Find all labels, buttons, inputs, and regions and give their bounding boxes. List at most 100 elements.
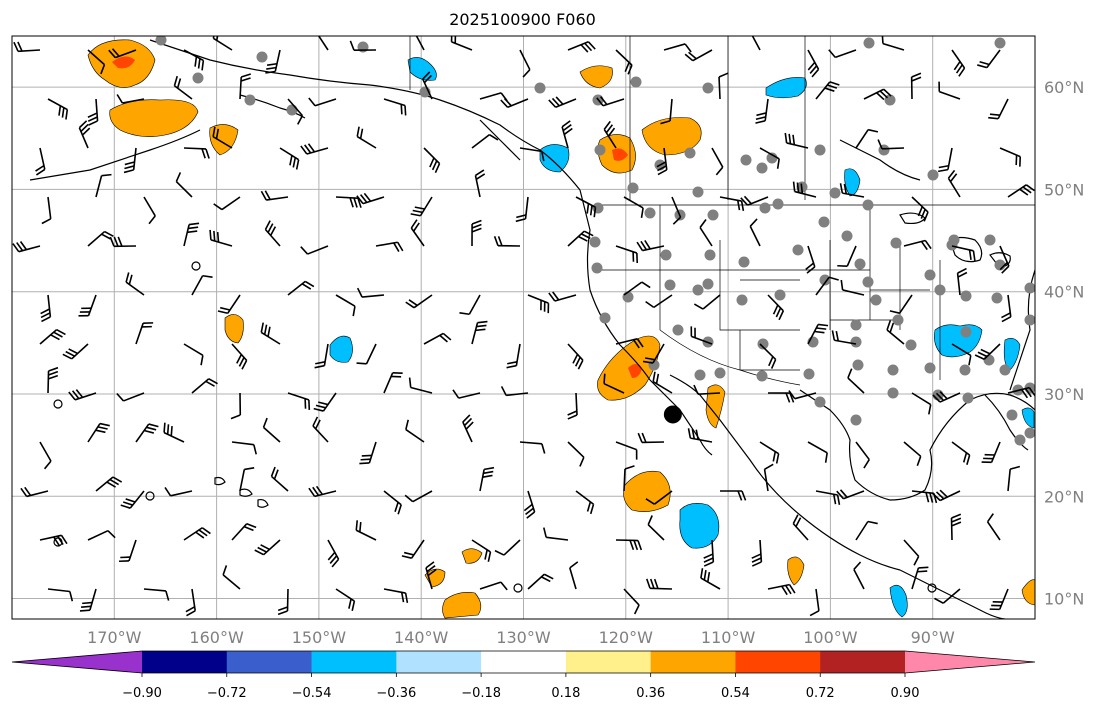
wind-barb xyxy=(567,441,585,467)
wind-barb xyxy=(13,41,41,53)
wind-barb xyxy=(479,581,508,591)
wind-barb xyxy=(999,147,1022,167)
wind-barb xyxy=(956,267,968,296)
wind-barb xyxy=(807,441,828,463)
lat-tick-label: 30°N xyxy=(1044,385,1084,404)
wind-barb xyxy=(951,343,972,366)
station-dot xyxy=(934,284,946,296)
colorbar-tick-label: 0.90 xyxy=(891,686,920,701)
wind-barb xyxy=(615,49,633,75)
lon-tick-label: 90°W xyxy=(911,628,955,647)
wind-barb xyxy=(934,588,961,604)
wind-barb xyxy=(527,573,554,590)
wind-barb xyxy=(807,323,829,345)
wind-barb xyxy=(567,230,594,247)
wind-barb xyxy=(123,147,137,174)
latitude-labels: 60°N 50°N 40°N 30°N 20°N 10°N xyxy=(1044,78,1084,608)
station-dot xyxy=(599,312,611,324)
wind-barb xyxy=(663,43,692,53)
station-dot xyxy=(994,37,1006,49)
wind-barb xyxy=(479,466,495,492)
station-dot xyxy=(286,104,298,116)
wind-barb xyxy=(527,294,550,314)
wind-barb xyxy=(567,41,596,53)
wind-barb xyxy=(755,98,769,124)
wind-barb xyxy=(313,392,337,412)
wind-barb xyxy=(809,588,820,617)
station-dot xyxy=(589,236,601,248)
wind-barb xyxy=(623,465,635,492)
station-dot xyxy=(818,216,830,228)
wind-barb xyxy=(231,343,248,370)
wind-barb xyxy=(143,588,170,601)
station-dot xyxy=(862,276,874,288)
wind-barb xyxy=(317,36,329,51)
wind-barb xyxy=(684,49,713,62)
wind-barb xyxy=(404,490,433,503)
wind-barb xyxy=(836,489,865,500)
map-frame xyxy=(11,35,1036,620)
station-dot xyxy=(792,244,804,256)
wind-barb xyxy=(183,49,205,71)
station-dot xyxy=(684,147,696,159)
station-dot xyxy=(707,209,719,221)
positive-anomaly-regions xyxy=(87,39,1035,619)
wind-barb xyxy=(596,96,625,107)
wind-barb xyxy=(450,36,473,51)
wind-barb xyxy=(327,539,340,568)
wind-barb xyxy=(951,441,971,465)
station-dot xyxy=(738,256,750,268)
wind-barb xyxy=(881,36,905,51)
station-dot xyxy=(756,162,768,174)
lon-tick-label: 110°W xyxy=(701,628,756,647)
wind-barb xyxy=(471,539,492,562)
wind-barb xyxy=(519,441,546,454)
wind-barb xyxy=(39,441,52,470)
map-title: 2025100900 F060 xyxy=(449,10,596,29)
wind-barb xyxy=(937,147,953,173)
wind-barb xyxy=(41,196,52,225)
wind-barb xyxy=(1007,184,1035,198)
wind-barb xyxy=(690,326,713,345)
wind-barb xyxy=(792,181,817,198)
wind-barb xyxy=(423,332,452,345)
wind-barb xyxy=(950,513,962,541)
wind-barb xyxy=(839,183,865,198)
station-dot xyxy=(694,369,706,381)
wind-barbs xyxy=(12,36,1035,617)
wind-barb xyxy=(270,466,289,492)
wind-barb xyxy=(951,245,976,261)
station-dot xyxy=(905,339,917,351)
station-dot xyxy=(736,294,748,306)
wind-barb xyxy=(652,371,673,394)
station-dot xyxy=(1024,427,1035,439)
wind-barb xyxy=(515,196,529,223)
wind-barb xyxy=(209,229,233,247)
station-dot xyxy=(622,291,634,303)
wind-barb xyxy=(185,588,197,617)
wind-barb xyxy=(805,245,816,274)
wind-barb xyxy=(977,49,1001,69)
station-dot xyxy=(740,154,752,166)
station-dot xyxy=(887,387,899,399)
wind-barb xyxy=(231,522,257,541)
wind-barb xyxy=(855,128,879,149)
wind-barb xyxy=(459,294,481,316)
wind-barb xyxy=(173,75,193,100)
station-dot xyxy=(1024,314,1035,326)
wind-barb xyxy=(903,539,920,566)
wind-barb xyxy=(415,36,425,51)
wind-barb xyxy=(231,441,258,455)
colorbar-swatch xyxy=(142,651,228,673)
wind-barb xyxy=(863,88,892,101)
wind-barb xyxy=(47,98,69,120)
wind-barb xyxy=(78,120,91,149)
wind-barb xyxy=(108,48,137,59)
wind-barb xyxy=(116,94,145,104)
station-dot xyxy=(756,370,768,382)
wind-barb xyxy=(262,417,281,443)
wind-barb xyxy=(988,98,1009,120)
station-dot xyxy=(591,262,603,274)
station-dot xyxy=(927,169,939,181)
wind-barb xyxy=(254,539,281,556)
